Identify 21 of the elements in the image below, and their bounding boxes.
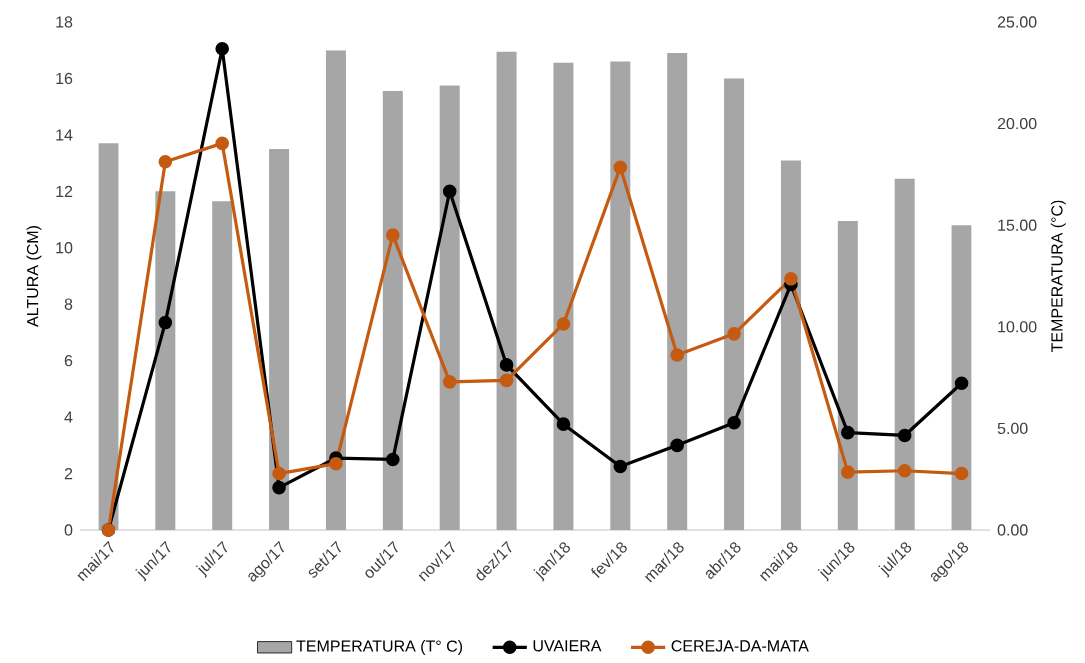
y2-tick-label: 25.00 bbox=[997, 16, 1037, 28]
y-tick-label: 0 bbox=[64, 524, 73, 536]
y2-tick-label: 5.00 bbox=[997, 422, 1028, 435]
y-tick-label: 10 bbox=[56, 242, 73, 254]
legend-label: UVAIERA bbox=[533, 640, 602, 652]
y-axis-title: ALTURA (CM) bbox=[26, 226, 42, 328]
y2-tick-label: 10.00 bbox=[998, 321, 1037, 333]
y-tick-label: 6 bbox=[64, 355, 73, 367]
y-tick-label: 2 bbox=[64, 468, 73, 480]
legend-label: CEREJA-DA-MATA bbox=[671, 640, 809, 652]
y2-axis-title: TEMPERATURA (°C) bbox=[1050, 200, 1066, 353]
y-tick-label: 16 bbox=[56, 72, 73, 85]
y2-tick-label: 15.00 bbox=[998, 219, 1037, 232]
legend-label: TEMPERATURA (T° C) bbox=[296, 640, 463, 656]
y-tick-label: 8 bbox=[64, 298, 73, 311]
y-tick-label: 18 bbox=[56, 16, 73, 28]
y-tick-label: 12 bbox=[56, 185, 73, 198]
y2-tick-label: 20.00 bbox=[997, 118, 1037, 130]
y-tick-label: 4 bbox=[64, 411, 73, 423]
y2-tick-label: 0.00 bbox=[997, 524, 1028, 536]
y-tick-label: 14 bbox=[56, 129, 73, 141]
